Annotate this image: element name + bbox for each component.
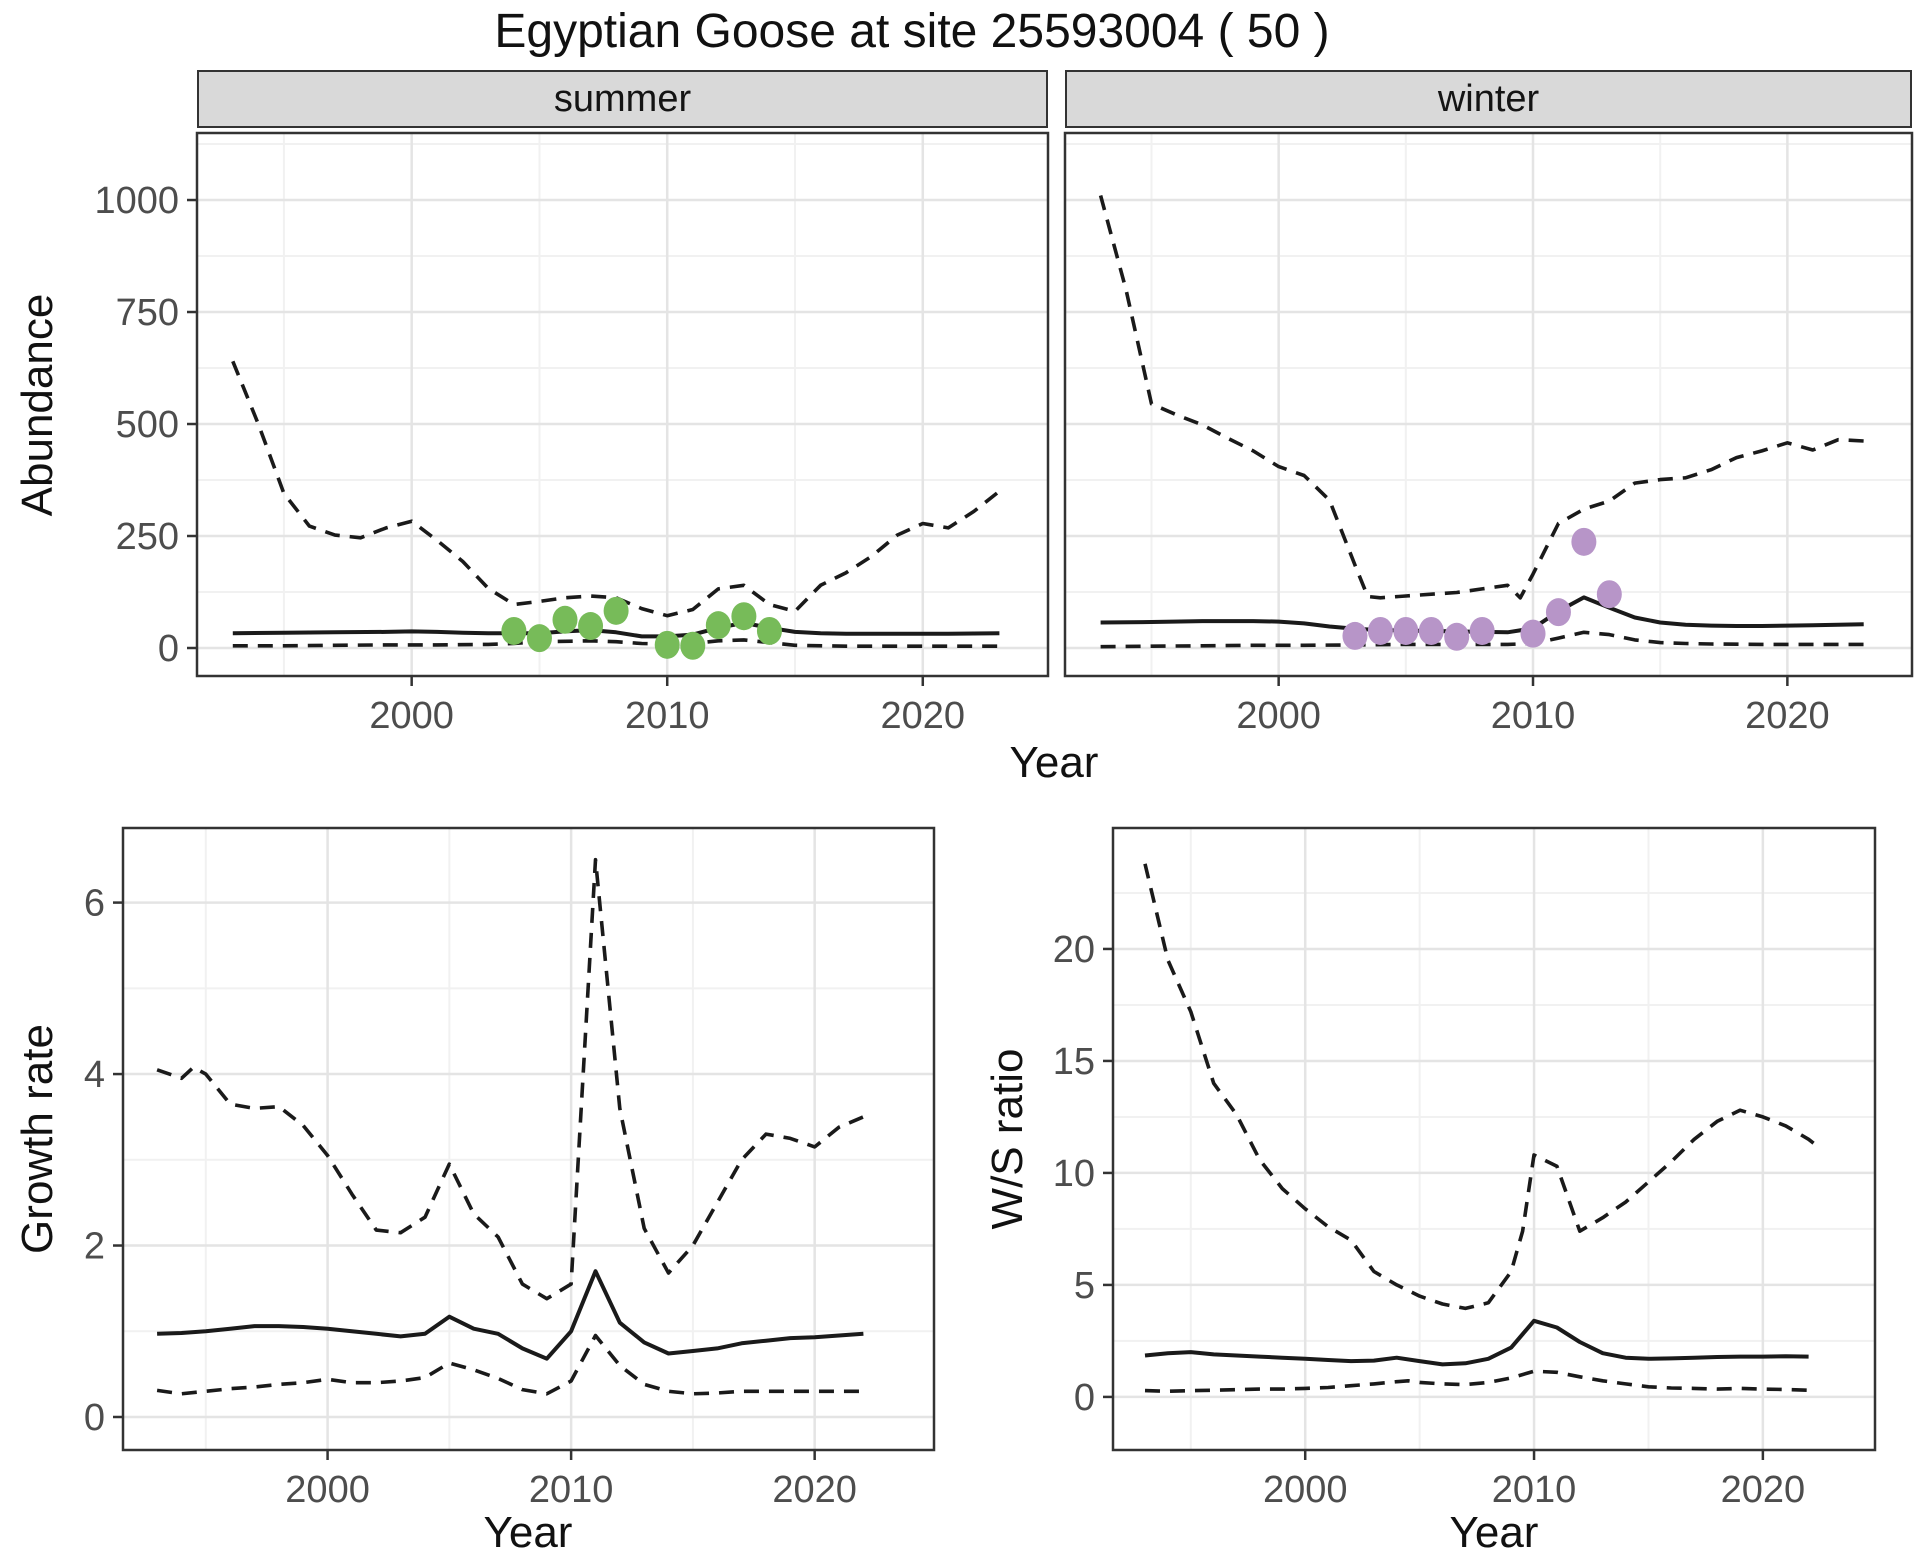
panel-abundance-winter: 2000 2010 2020 (1063, 131, 1914, 737)
observation-point (1418, 616, 1444, 645)
y-tick-label: 2 (84, 1226, 105, 1268)
observation-point (1367, 616, 1393, 645)
series-lower_ci-growth-rate (156, 1333, 864, 1396)
y-tick-label: 750 (116, 292, 179, 334)
series-median-growth-rate (157, 1269, 864, 1361)
y-tick-label: 1000 (94, 180, 179, 222)
observation-point (654, 630, 680, 659)
panel-ws-ratio: 2000 2010 2020 0 5 10 15 20 (1053, 826, 1877, 1511)
observation-point (1571, 527, 1597, 556)
x-tick-label: 2020 (1721, 1469, 1806, 1511)
observation-point (1596, 580, 1622, 609)
x-tick-label: 2020 (772, 1469, 857, 1511)
panel-growth-rate: 2000 2010 2020 0 2 4 6 (84, 826, 936, 1511)
y-tick-label: 250 (116, 516, 179, 558)
observation-point (680, 631, 706, 660)
y-tick-label: 500 (116, 404, 179, 446)
series-upper_ci-ws-ratio (1143, 863, 1822, 1311)
series-upper_ci-growth-rate (156, 857, 865, 1301)
series-median-abundance-summer (232, 620, 1000, 639)
observation-point (1444, 622, 1470, 651)
x-axis-title-growth: Year (483, 1508, 573, 1557)
observation-point (578, 612, 604, 641)
facet-strip-summer-label: summer (553, 77, 692, 120)
x-tick-label: 2010 (529, 1469, 614, 1511)
x-tick-label: 2020 (1745, 695, 1830, 737)
series-median-abundance-winter (1100, 595, 1864, 635)
observation-point (526, 624, 552, 653)
observation-point (603, 596, 629, 625)
panel-abundance-summer: 2000 2010 2020 0 250 500 750 1000 (94, 131, 1050, 737)
observation-point (1469, 616, 1495, 645)
x-tick-label: 2020 (881, 695, 966, 737)
summer-observations (501, 596, 782, 660)
series-lower_ci-abundance-winter (1100, 630, 1864, 649)
facet-strip-summer: summer (197, 70, 1048, 128)
x-tick-label: 2010 (625, 695, 710, 737)
observation-point (1342, 621, 1368, 650)
x-axis-title-top: Year (1009, 738, 1099, 787)
series-lower_ci-abundance-summer (232, 638, 1000, 648)
observation-point (1520, 619, 1546, 648)
y-tick-label: 10 (1053, 1153, 1095, 1195)
observation-point (731, 602, 757, 631)
chart-title: Egyptian Goose at site 25593004 ( 50 ) (494, 5, 1330, 58)
series-upper_ci-abundance-winter (1098, 195, 1864, 600)
y-tick-label: 0 (158, 628, 179, 670)
x-tick-label: 2000 (1263, 1469, 1348, 1511)
x-tick-label: 2000 (369, 695, 454, 737)
observation-point (756, 616, 782, 645)
observation-point (1545, 598, 1571, 627)
y-tick-label: 6 (84, 883, 105, 925)
y-tick-label: 15 (1053, 1041, 1095, 1083)
y-tick-label: 0 (84, 1397, 105, 1439)
y-tick-label: 4 (84, 1054, 105, 1096)
gridlines-abundance-winter (1065, 133, 1912, 676)
y-tick-label: 20 (1053, 929, 1095, 971)
gridlines-growth-rate (123, 828, 934, 1450)
observation-point (552, 605, 578, 634)
x-tick-label: 2010 (1492, 1469, 1577, 1511)
gridlines-ws-ratio (1113, 828, 1875, 1450)
series-upper_ci-abundance-summer (231, 360, 1001, 618)
observation-point (1393, 616, 1419, 645)
facet-strip-winter-label: winter (1437, 77, 1540, 120)
y-tick-label: 0 (1074, 1377, 1095, 1419)
facet-strip-winter: winter (1065, 70, 1912, 128)
series-lower_ci-ws-ratio (1144, 1369, 1809, 1394)
winter-observations (1342, 527, 1622, 651)
series-median-ws-ratio (1144, 1318, 1809, 1367)
y-tick-label: 5 (1074, 1265, 1095, 1307)
observation-point (705, 611, 731, 640)
x-tick-label: 2000 (285, 1469, 370, 1511)
observation-point (501, 616, 527, 645)
x-axis-title-ws: Year (1449, 1508, 1539, 1557)
x-tick-label: 2010 (1491, 695, 1576, 737)
x-tick-label: 2000 (1236, 695, 1321, 737)
